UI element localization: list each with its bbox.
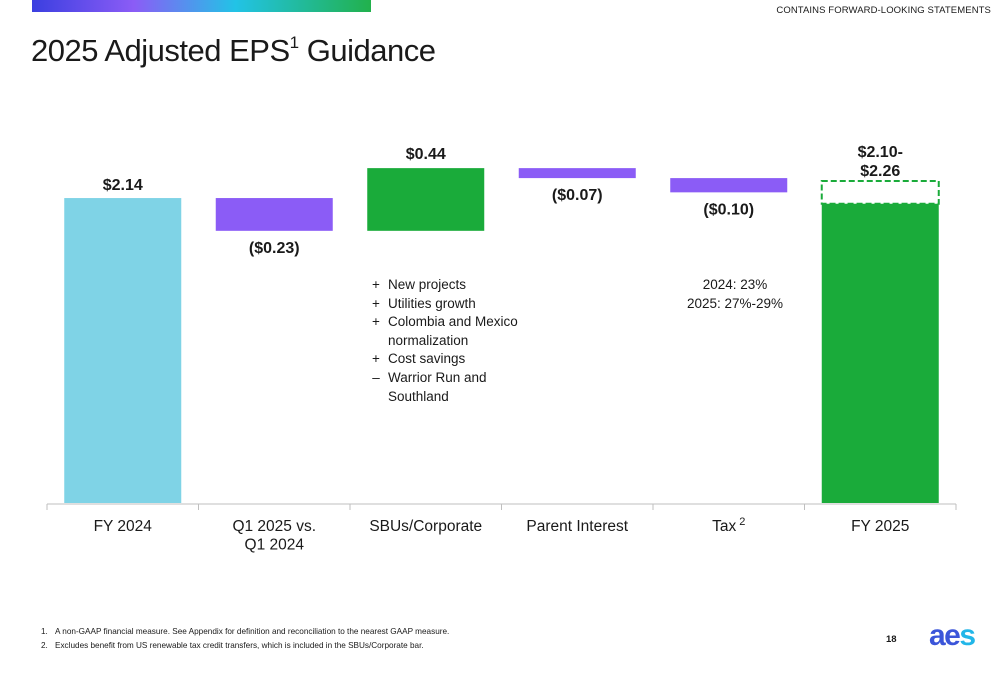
footnote-1: 1. A non-GAAP financial measure. See Appe…	[41, 625, 449, 639]
page-title: 2025 Adjusted EPS1 Guidance	[31, 33, 436, 69]
guidance-range-outline	[820, 179, 940, 205]
plus-icon: +	[372, 277, 380, 292]
title-end: Guidance	[298, 33, 436, 68]
category-label: FY 2025	[851, 518, 909, 535]
page-number: 18	[886, 634, 897, 645]
sbu-driver-item: + Utilities growth	[370, 295, 540, 314]
sbu-driver-item: + New projects	[370, 276, 540, 295]
bar-decrease	[670, 178, 788, 193]
data-label: ($0.07)	[552, 187, 603, 204]
plus-icon: +	[372, 314, 380, 330]
sbu-driver-text: Colombia and Mexico normalization	[388, 314, 518, 348]
category-label: Q1 2025 vs. Q1 2024	[232, 518, 316, 554]
data-label: ($0.10)	[703, 201, 754, 218]
brand-gradient-bar	[32, 0, 371, 12]
title-main: 2025 Adjusted EPS	[31, 33, 290, 68]
data-label: $2.10-$2.26	[858, 144, 903, 180]
bar-fy2025	[821, 203, 939, 503]
bar-fy2024	[64, 198, 182, 504]
footnote-text: A non-GAAP financial measure. See Append…	[55, 627, 450, 636]
sbu-driver-item: + Colombia and Mexico normalization	[370, 313, 540, 350]
bar-increase	[367, 168, 485, 231]
footnote-number: 2.	[41, 641, 48, 650]
data-label: ($0.23)	[249, 240, 300, 257]
data-label: $2.14	[103, 177, 143, 194]
category-label: SBUs/Corporate	[369, 518, 482, 535]
tax-rate-2025: 2025: 27%-29%	[686, 295, 784, 311]
category-label: Tax 2	[712, 516, 745, 535]
sbu-driver-text: Warrior Run and Southland	[388, 369, 487, 404]
footnote-number: 1.	[41, 627, 48, 636]
bar-decrease	[215, 198, 333, 231]
tax-rate-2024: 2024: 23%	[702, 277, 768, 292]
footnote-2: 2. Excludes benefit from US renewable tax…	[41, 639, 449, 653]
category-label: Parent Interest	[526, 518, 628, 535]
footnote-text: Excludes benefit from US renewable tax c…	[55, 641, 424, 650]
sbu-driver-text: Utilities growth	[388, 295, 476, 311]
sbu-driver-item: + Cost savings	[370, 350, 540, 369]
data-label: $0.44	[406, 146, 446, 163]
forward-looking-disclaimer: CONTAINS FORWARD-LOOKING STATEMENTS	[776, 5, 991, 16]
plus-icon: +	[372, 295, 380, 311]
category-label: FY 2024	[94, 518, 153, 535]
minus-icon: –	[372, 369, 380, 385]
footnotes: 1. A non-GAAP financial measure. See Appe…	[41, 625, 449, 653]
sbu-driver-text: Cost savings	[388, 351, 466, 367]
aes-logo: aes	[929, 619, 976, 652]
tax-rate-note: 2024: 23% 2025: 27%-29%	[660, 276, 810, 313]
title-footnote-ref: 1	[289, 33, 299, 52]
plus-icon: +	[372, 351, 380, 367]
sbu-driver-item: – Warrior Run and Southland	[370, 369, 540, 406]
sbu-driver-text: New projects	[388, 277, 467, 292]
bar-decrease	[518, 168, 636, 179]
sbu-drivers-list: + New projects + Utilities growth + Colombia …	[370, 276, 540, 406]
